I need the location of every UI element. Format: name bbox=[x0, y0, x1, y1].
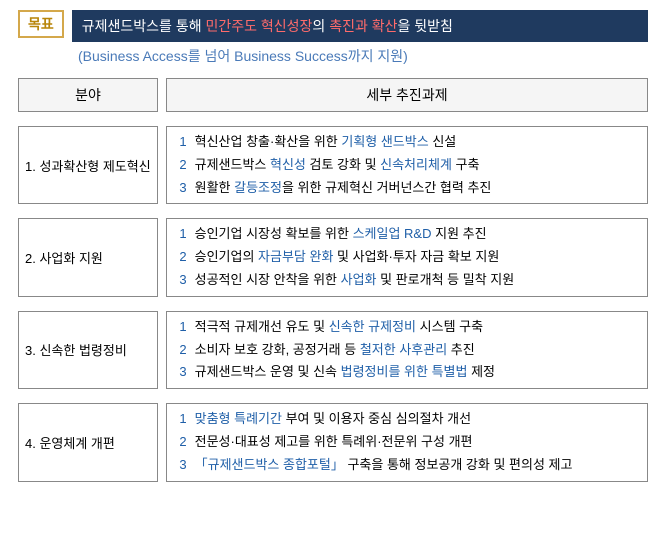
item-line: 2 규제샌드박스 혁신성 검토 강화 및 신속처리체계 구축 bbox=[175, 154, 639, 177]
item-text: 부여 및 이용자 중심 심의절차 개선 bbox=[282, 411, 471, 426]
item-text: 혁신산업 창출·확산을 위한 bbox=[195, 134, 342, 149]
item-text: 및 사업화·투자 자금 확보 지원 bbox=[333, 249, 499, 264]
goal-banner: 규제샌드박스를 통해 민간주도 혁신성장의 촉진과 확산을 뒷받침 bbox=[72, 10, 648, 42]
item-line: 2 승인기업의 자금부담 완화 및 사업화·투자 자금 확보 지원 bbox=[175, 246, 639, 269]
item-number: 1 bbox=[175, 224, 191, 245]
item-line: 3 규제샌드박스 운영 및 신속 법령정비를 위한 특별법 제정 bbox=[175, 361, 639, 384]
goal-text-4: 촉진과 확산 bbox=[329, 18, 397, 34]
goal-text-5: 을 뒷받침 bbox=[397, 18, 452, 34]
highlight-text: 「규제샌드박스 종합포털」 bbox=[195, 457, 344, 472]
item-line: 1 맞춤형 특례기간 부여 및 이용자 중심 심의절차 개선 bbox=[175, 408, 639, 431]
item-text: 구축 bbox=[452, 157, 480, 172]
section-label: 4. 운영체계 개편 bbox=[18, 403, 158, 481]
item-text: 원활한 bbox=[195, 180, 235, 195]
item-line: 3 원활한 갈등조정을 위한 규제혁신 거버넌스간 협력 추진 bbox=[175, 177, 639, 200]
item-line: 2 소비자 보호 강화, 공정거래 등 철저한 사후관리 추진 bbox=[175, 339, 639, 362]
item-text: 을 위한 규제혁신 거버넌스간 협력 추진 bbox=[282, 180, 491, 195]
item-number: 1 bbox=[175, 132, 191, 153]
highlight-text: 법령정비를 위한 특별법 bbox=[341, 364, 468, 379]
item-line: 1 승인기업 시장성 확보를 위한 스케일업 R&D 지원 추진 bbox=[175, 223, 639, 246]
item-text: 검토 강화 및 bbox=[306, 157, 380, 172]
highlight-text: 스케일업 R&D bbox=[353, 226, 432, 241]
item-line: 1 적극적 규제개선 유도 및 신속한 규제정비 시스템 구축 bbox=[175, 316, 639, 339]
goal-text-2: 민간주도 혁신성장 bbox=[205, 18, 312, 34]
item-line: 2 전문성·대표성 제고를 위한 특례위·전문위 구성 개편 bbox=[175, 431, 639, 454]
section-items: 1 승인기업 시장성 확보를 위한 스케일업 R&D 지원 추진2 승인기업의 … bbox=[166, 218, 648, 296]
header-row: 분야 세부 추진과제 bbox=[18, 78, 648, 112]
item-number: 3 bbox=[175, 362, 191, 383]
item-text: 소비자 보호 강화, 공정거래 등 bbox=[195, 342, 360, 357]
item-text: 추진 bbox=[447, 342, 475, 357]
highlight-text: 신속처리체계 bbox=[380, 157, 452, 172]
highlight-text: 혁신성 bbox=[270, 157, 306, 172]
item-line: 3 「규제샌드박스 종합포털」 구축을 통해 정보공개 강화 및 편의성 제고 bbox=[175, 454, 639, 477]
item-text: 적극적 규제개선 유도 및 bbox=[195, 319, 329, 334]
highlight-text: 신속한 규제정비 bbox=[329, 319, 416, 334]
highlight-text: 갈등조정 bbox=[234, 180, 282, 195]
item-line: 3 성공적인 시장 안착을 위한 사업화 및 판로개척 등 밀착 지원 bbox=[175, 269, 639, 292]
item-text: 규제샌드박스 bbox=[195, 157, 270, 172]
item-number: 1 bbox=[175, 317, 191, 338]
item-number: 3 bbox=[175, 455, 191, 476]
item-text: 지원 추진 bbox=[432, 226, 487, 241]
item-text: 및 판로개척 등 밀착 지원 bbox=[377, 272, 515, 287]
section-label: 1. 성과확산형 제도혁신 bbox=[18, 126, 158, 204]
highlight-text: 자금부담 완화 bbox=[258, 249, 333, 264]
item-text: 신설 bbox=[429, 134, 457, 149]
item-line: 1 혁신산업 창출·확산을 위한 기획형 샌드박스 신설 bbox=[175, 131, 639, 154]
header-left: 분야 bbox=[18, 78, 158, 112]
section-label: 2. 사업화 지원 bbox=[18, 218, 158, 296]
item-text: 전문성·대표성 제고를 위한 특례위·전문위 구성 개편 bbox=[195, 434, 473, 449]
section-row: 2. 사업화 지원 1 승인기업 시장성 확보를 위한 스케일업 R&D 지원 추… bbox=[18, 218, 648, 296]
goal-label: 목표 bbox=[18, 10, 64, 38]
item-number: 2 bbox=[175, 155, 191, 176]
goal-text-3: 의 bbox=[312, 18, 329, 34]
item-number: 3 bbox=[175, 178, 191, 199]
section-items: 1 맞춤형 특례기간 부여 및 이용자 중심 심의절차 개선2 전문성·대표성 … bbox=[166, 403, 648, 481]
highlight-text: 기획형 샌드박스 bbox=[341, 134, 428, 149]
section-label: 3. 신속한 법령정비 bbox=[18, 311, 158, 389]
item-number: 2 bbox=[175, 247, 191, 268]
goal-text-1: 규제샌드박스를 통해 bbox=[82, 18, 206, 34]
item-text: 승인기업 시장성 확보를 위한 bbox=[195, 226, 353, 241]
highlight-text: 사업화 bbox=[341, 272, 377, 287]
item-number: 2 bbox=[175, 432, 191, 453]
section-items: 1 혁신산업 창출·확산을 위한 기획형 샌드박스 신설2 규제샌드박스 혁신성… bbox=[166, 126, 648, 204]
section-items: 1 적극적 규제개선 유도 및 신속한 규제정비 시스템 구축2 소비자 보호 … bbox=[166, 311, 648, 389]
section-row: 3. 신속한 법령정비 1 적극적 규제개선 유도 및 신속한 규제정비 시스템 … bbox=[18, 311, 648, 389]
item-number: 1 bbox=[175, 409, 191, 430]
item-text: 제정 bbox=[467, 364, 495, 379]
item-text: 시스템 구축 bbox=[416, 319, 483, 334]
item-text: 성공적인 시장 안착을 위한 bbox=[195, 272, 341, 287]
highlight-text: 철저한 사후관리 bbox=[360, 342, 447, 357]
item-text: 구축을 통해 정보공개 강화 및 편의성 제고 bbox=[344, 457, 573, 472]
section-row: 4. 운영체계 개편 1 맞춤형 특례기간 부여 및 이용자 중심 심의절차 개선… bbox=[18, 403, 648, 481]
item-number: 3 bbox=[175, 270, 191, 291]
header-right: 세부 추진과제 bbox=[166, 78, 648, 112]
highlight-text: 맞춤형 특례기간 bbox=[195, 411, 282, 426]
item-text: 규제샌드박스 운영 및 신속 bbox=[195, 364, 341, 379]
item-number: 2 bbox=[175, 340, 191, 361]
goal-subtitle: (Business Access를 넘어 Business Success까지 … bbox=[78, 46, 648, 66]
item-text: 승인기업의 bbox=[195, 249, 258, 264]
section-row: 1. 성과확산형 제도혁신 1 혁신산업 창출·확산을 위한 기획형 샌드박스 신… bbox=[18, 126, 648, 204]
goal-row: 목표 규제샌드박스를 통해 민간주도 혁신성장의 촉진과 확산을 뒷받침 bbox=[18, 10, 648, 42]
